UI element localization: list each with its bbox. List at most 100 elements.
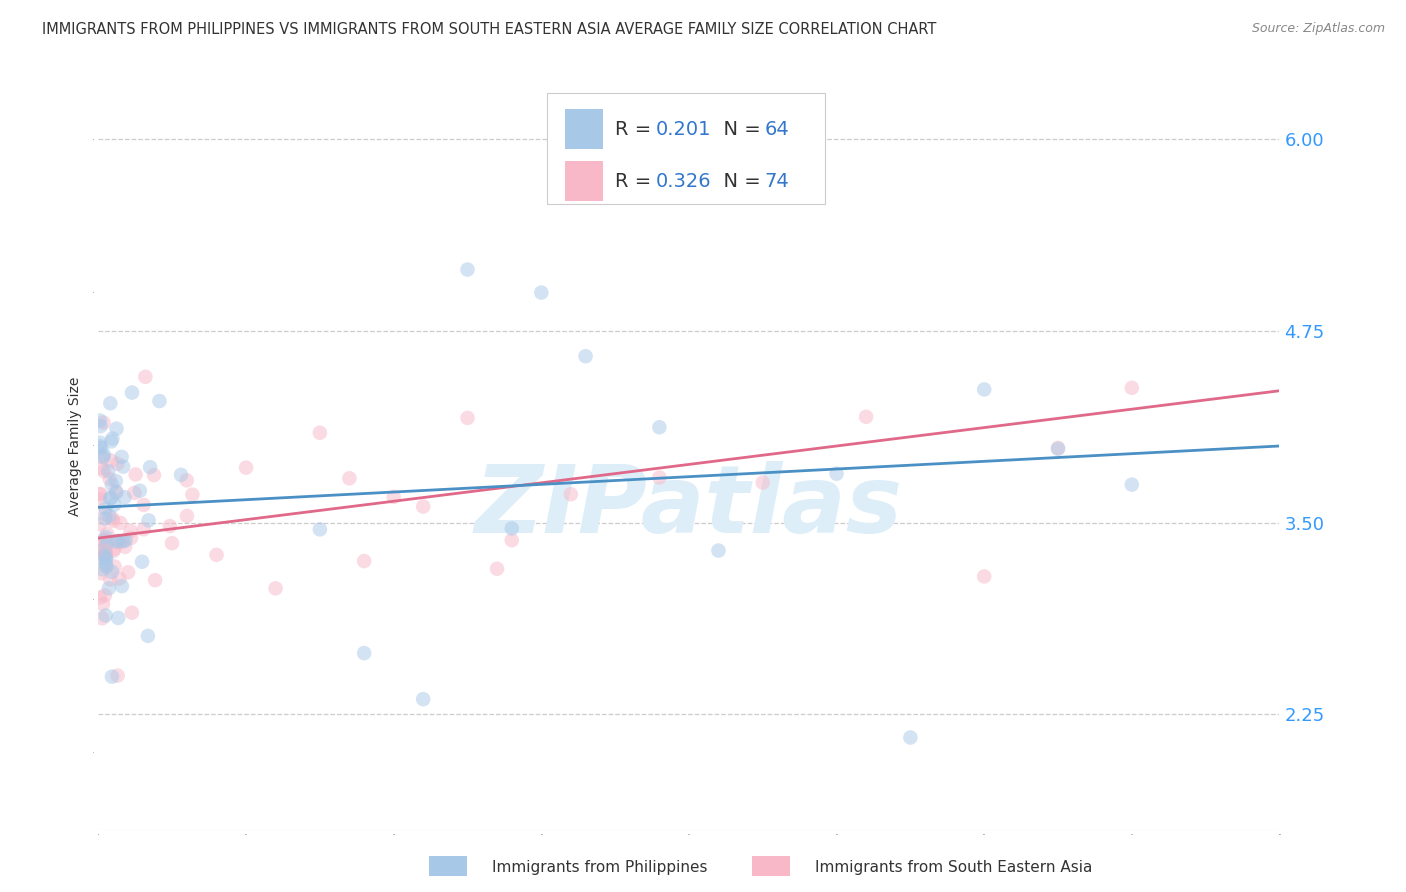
- Point: [94, 608, 117, 623]
- Point: [93, 450, 115, 465]
- Point: [101, 514, 124, 528]
- Point: [530, 285, 553, 300]
- Point: [104, 559, 127, 574]
- Point: [501, 533, 523, 548]
- Point: [124, 486, 146, 500]
- Point: [104, 474, 127, 488]
- Text: 0.326: 0.326: [655, 172, 711, 191]
- Point: [94, 542, 117, 557]
- Point: [131, 555, 153, 569]
- Text: 64: 64: [765, 120, 789, 138]
- Point: [89, 487, 111, 501]
- Point: [486, 562, 509, 576]
- Point: [98, 491, 121, 506]
- Point: [98, 396, 121, 410]
- Point: [91, 450, 114, 464]
- Text: ZIPatlas: ZIPatlas: [475, 461, 903, 553]
- Point: [353, 554, 375, 568]
- Text: 0.201: 0.201: [655, 120, 711, 138]
- Point: [110, 450, 132, 464]
- Point: [973, 569, 995, 583]
- Point: [648, 420, 671, 434]
- Point: [101, 432, 124, 446]
- Point: [121, 385, 143, 400]
- Point: [353, 646, 375, 660]
- Point: [94, 550, 117, 565]
- Point: [91, 597, 114, 611]
- Point: [107, 457, 129, 471]
- Point: [97, 581, 120, 595]
- Point: [91, 550, 114, 565]
- Point: [134, 369, 156, 384]
- Point: [112, 459, 135, 474]
- Point: [560, 487, 582, 501]
- Point: [89, 439, 111, 453]
- Point: [412, 692, 434, 706]
- Text: 74: 74: [765, 172, 789, 191]
- Point: [93, 533, 115, 547]
- Point: [1047, 441, 1070, 455]
- Point: [117, 566, 139, 580]
- Point: [121, 606, 143, 620]
- Point: [1121, 381, 1143, 395]
- Point: [235, 460, 257, 475]
- Point: [160, 536, 183, 550]
- Point: [101, 511, 124, 525]
- Point: [89, 543, 111, 558]
- Point: [103, 544, 125, 558]
- Point: [1047, 442, 1070, 456]
- Point: [128, 483, 150, 498]
- Point: [120, 531, 142, 545]
- Point: [114, 490, 136, 504]
- Point: [111, 579, 134, 593]
- Point: [94, 589, 117, 603]
- Point: [93, 416, 115, 430]
- Point: [101, 565, 124, 579]
- Point: [89, 517, 111, 532]
- Point: [103, 498, 125, 512]
- Point: [105, 422, 128, 436]
- Point: [107, 533, 129, 548]
- Point: [707, 543, 730, 558]
- Point: [138, 513, 160, 527]
- Point: [100, 491, 122, 505]
- Point: [107, 611, 129, 625]
- Text: R =: R =: [614, 172, 657, 191]
- Point: [107, 668, 129, 682]
- Point: [108, 572, 131, 586]
- Point: [309, 425, 332, 440]
- Point: [94, 548, 117, 562]
- Point: [90, 461, 112, 475]
- FancyBboxPatch shape: [565, 161, 603, 202]
- Point: [110, 516, 132, 530]
- Point: [264, 582, 287, 596]
- Point: [101, 477, 124, 491]
- Point: [101, 670, 124, 684]
- Point: [94, 501, 117, 516]
- Point: [89, 492, 111, 507]
- Point: [176, 473, 198, 487]
- Point: [91, 611, 114, 625]
- Point: [648, 470, 671, 484]
- Point: [1121, 477, 1143, 491]
- Text: N =: N =: [711, 120, 768, 138]
- Point: [205, 548, 228, 562]
- Point: [89, 591, 111, 605]
- Text: Source: ZipAtlas.com: Source: ZipAtlas.com: [1251, 22, 1385, 36]
- Point: [107, 535, 129, 549]
- Point: [98, 573, 121, 587]
- Point: [124, 467, 146, 482]
- Point: [143, 468, 166, 483]
- Point: [575, 349, 598, 363]
- FancyBboxPatch shape: [547, 93, 825, 204]
- Text: R =: R =: [614, 120, 657, 138]
- Point: [93, 549, 115, 563]
- Point: [90, 566, 112, 581]
- Point: [89, 539, 111, 553]
- Point: [97, 464, 120, 478]
- Point: [90, 441, 112, 455]
- Point: [100, 453, 122, 467]
- Point: [339, 471, 361, 485]
- Point: [94, 533, 117, 548]
- Point: [103, 541, 125, 556]
